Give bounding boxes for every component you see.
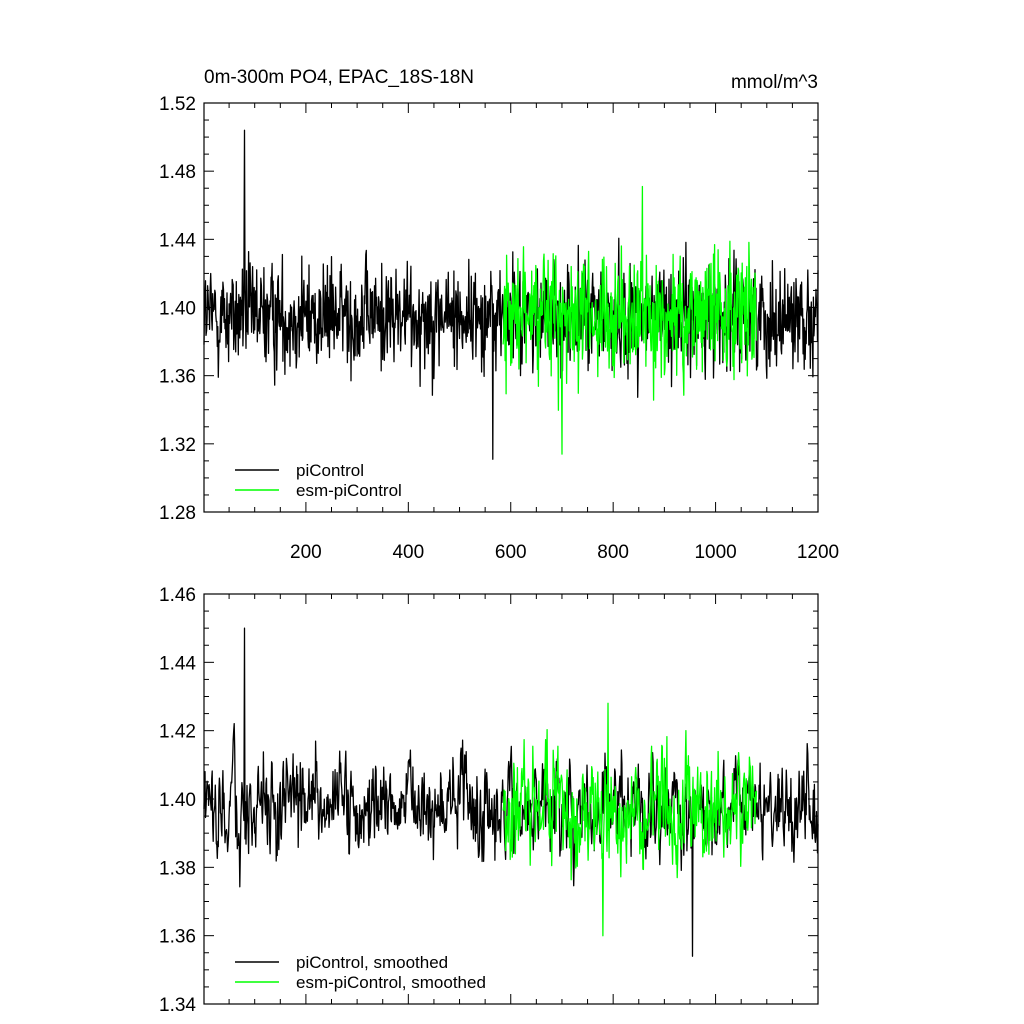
x-tick-label: 400 bbox=[392, 542, 424, 563]
series-line-esm-picontrol bbox=[502, 185, 758, 455]
y-tick-label: 1.44 bbox=[159, 653, 196, 674]
y-tick-label: 1.46 bbox=[159, 585, 196, 606]
y-tick-label: 1.52 bbox=[159, 94, 196, 115]
chart-title: 0m-300m PO4, EPAC_18S-18N bbox=[204, 67, 474, 88]
y-tick-label: 1.36 bbox=[159, 927, 196, 948]
x-tick-label: 600 bbox=[495, 542, 527, 563]
y-tick-label: 1.44 bbox=[159, 230, 196, 251]
x-tick-label: 1200 bbox=[797, 542, 839, 563]
y-tick-label: 1.48 bbox=[159, 162, 196, 183]
legend-label-picontrol: piControl bbox=[296, 461, 364, 480]
y-tick-label: 1.36 bbox=[159, 367, 196, 388]
bottom-panel: 1.34 1.36 1.38 1.40 1.42 1.44 1.46 piControl, … bbox=[159, 585, 819, 1016]
x-tick-label: 200 bbox=[290, 542, 322, 563]
x-tick-label: 800 bbox=[597, 542, 629, 563]
x-tick-label: 1000 bbox=[694, 542, 736, 563]
bottom-legend: piControl, smoothed esm-piControl, smoot… bbox=[235, 953, 486, 992]
y-tick-label: 1.38 bbox=[159, 858, 196, 879]
top-panel: 0m-300m PO4, EPAC_18S-18N mmol/m^3 1.28 1… bbox=[159, 67, 839, 563]
y-tick-label: 1.28 bbox=[159, 503, 196, 524]
y-tick-label: 1.42 bbox=[159, 722, 196, 743]
y-tick-label: 1.32 bbox=[159, 435, 196, 456]
units-label: mmol/m^3 bbox=[731, 72, 818, 93]
y-tick-label: 1.34 bbox=[159, 995, 196, 1016]
series-line-esm-picontrol-smoothed bbox=[502, 702, 758, 937]
legend-label-picontrol-smoothed: piControl, smoothed bbox=[296, 953, 448, 972]
y-tick-label: 1.40 bbox=[159, 299, 196, 320]
legend-label-esm-picontrol: esm-piControl bbox=[296, 481, 402, 500]
top-legend: piControl esm-piControl bbox=[235, 461, 402, 500]
legend-label-esm-picontrol-smoothed: esm-piControl, smoothed bbox=[296, 973, 486, 992]
y-tick-label: 1.40 bbox=[159, 790, 196, 811]
